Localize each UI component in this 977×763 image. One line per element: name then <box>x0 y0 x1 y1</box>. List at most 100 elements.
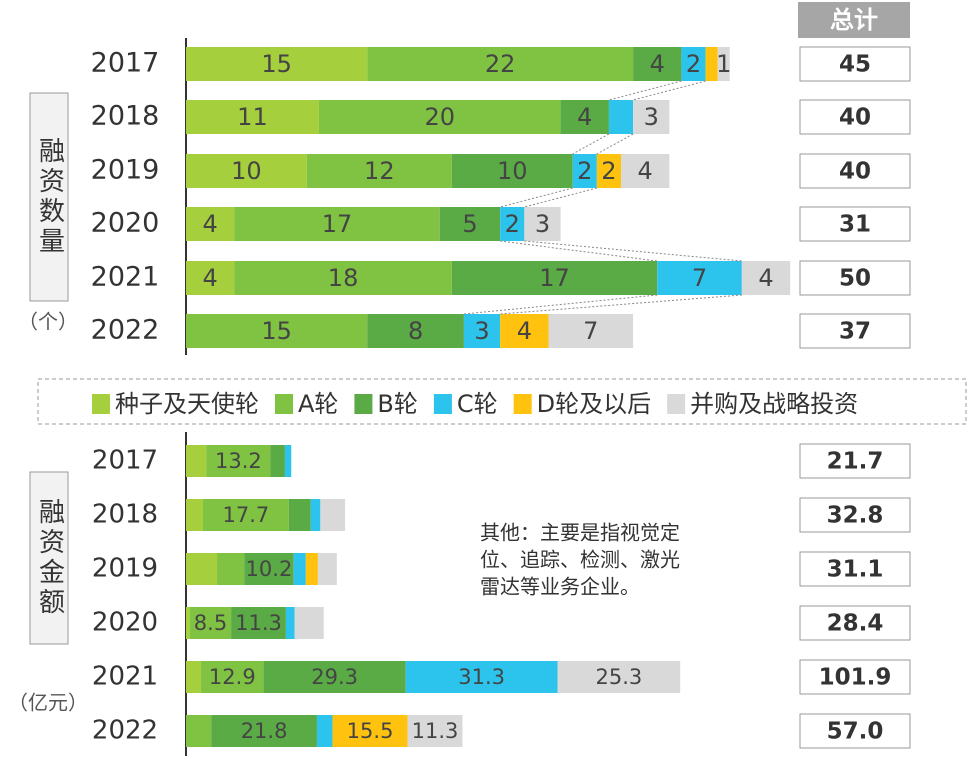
legend-box <box>37 378 967 425</box>
connector <box>608 80 682 101</box>
bar-segment <box>305 553 318 585</box>
total-label: 40 <box>839 159 871 185</box>
value-label: 4 <box>577 103 592 131</box>
y-tick-label: 2021 <box>91 262 160 293</box>
total-box <box>799 206 911 242</box>
bar-segment <box>332 715 408 747</box>
total-box <box>799 605 911 641</box>
total-label: 50 <box>839 266 871 292</box>
value-label: 4 <box>758 264 773 292</box>
total-box <box>799 659 911 695</box>
bar-segment <box>633 47 682 81</box>
bar-segment <box>560 100 609 134</box>
value-label: 2 <box>505 210 520 238</box>
bar-segment <box>317 553 337 585</box>
bar-segment <box>320 499 346 531</box>
total-box <box>799 99 911 135</box>
bar-segment <box>186 314 368 348</box>
bar-segment <box>186 154 307 188</box>
value-label: 10 <box>231 157 262 185</box>
annotation: 位、追踪、检测、激光 <box>480 548 680 572</box>
y-tick-label: 2022 <box>92 716 158 746</box>
legend-label: 种子及天使轮 <box>115 390 259 418</box>
value-label: 17 <box>539 264 570 292</box>
bar-segment <box>318 100 561 134</box>
bar-segment <box>463 314 501 348</box>
bar-segment <box>451 154 573 188</box>
value-label: 12 <box>364 157 395 185</box>
bar-segment <box>294 607 324 639</box>
value-label: 5 <box>462 210 477 238</box>
bar-segment <box>284 445 292 477</box>
value-label: 17.7 <box>223 503 270 527</box>
bar-segment <box>186 261 235 295</box>
bar-segment <box>367 314 464 348</box>
value-label: 8.5 <box>194 611 227 635</box>
total-label: 101.9 <box>819 665 892 691</box>
bar-segment <box>186 47 368 81</box>
bar-segment <box>270 445 285 477</box>
value-label: 3 <box>644 103 659 131</box>
value-label: 11 <box>237 103 268 131</box>
unit: （个） <box>18 310 78 334</box>
value-label: 12.9 <box>209 665 256 689</box>
y-tick-label: 2017 <box>92 446 158 476</box>
total-label: 37 <box>839 319 871 345</box>
bar-segment <box>500 314 549 348</box>
connector <box>572 133 610 155</box>
bar-segment <box>572 154 597 188</box>
total-box <box>799 46 911 82</box>
legend-swatch <box>513 394 532 414</box>
y-tick-label: 2019 <box>92 554 158 584</box>
bar-segment <box>681 47 706 81</box>
value-label: 22 <box>485 50 516 78</box>
bar-segment <box>596 154 621 188</box>
bar-segment <box>306 154 452 188</box>
bar-segment <box>405 661 558 693</box>
bar-segment <box>186 715 212 747</box>
bar-segment <box>202 499 289 531</box>
total-box <box>799 313 911 349</box>
legend-label: A轮 <box>298 390 338 418</box>
bar-segment <box>717 47 730 81</box>
bar-segment <box>741 261 791 295</box>
total-box <box>799 551 911 587</box>
total-box <box>799 713 911 749</box>
total-box <box>799 443 911 479</box>
value-label: 10 <box>497 157 528 185</box>
value-label: 2 <box>601 157 616 185</box>
bar-segment <box>500 207 525 241</box>
value-label: 11.3 <box>235 611 282 635</box>
connector <box>524 240 742 262</box>
value-label: 29.3 <box>311 665 358 689</box>
bar-segment <box>608 100 634 134</box>
value-label: 4 <box>650 50 665 78</box>
y-tick-label: 2019 <box>91 155 160 186</box>
value-label: 21.8 <box>241 719 288 743</box>
legend-swatch <box>667 394 686 414</box>
connector <box>500 187 573 208</box>
value-label: 7 <box>692 264 707 292</box>
value-label: 15 <box>261 50 292 78</box>
value-label: 13.2 <box>215 449 262 473</box>
bar-segment <box>186 445 207 477</box>
value-label: 4 <box>203 210 218 238</box>
connector <box>632 80 706 101</box>
connector <box>596 133 634 155</box>
legend-swatch <box>275 394 293 414</box>
bar-segment <box>557 661 681 693</box>
bar-segment <box>316 715 333 747</box>
ylabel-box <box>29 471 69 645</box>
value-label: 18 <box>328 264 359 292</box>
bar-segment <box>201 661 264 693</box>
y-tick-label: 2021 <box>92 662 158 692</box>
bar-segment <box>263 661 406 693</box>
value-label: 2 <box>577 157 592 185</box>
y-tick-label: 2017 <box>91 48 160 79</box>
legend-label: C轮 <box>457 390 498 418</box>
unit: （亿元） <box>8 691 88 715</box>
y-tick-label: 2018 <box>92 500 158 530</box>
bar-segment <box>189 607 232 639</box>
bar-segment <box>234 261 452 295</box>
